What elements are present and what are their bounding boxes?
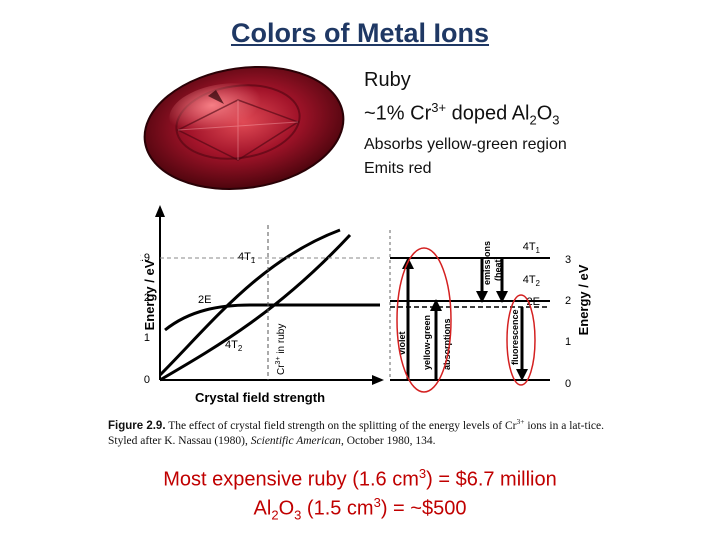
emissions-label: emissions <box>482 241 492 285</box>
cr-in-ruby-label: Cr3+ in ruby <box>275 324 287 375</box>
left-tick-1: 1 <box>144 332 150 344</box>
left-tick-0: 0 <box>144 374 150 386</box>
fluorescence-label: fluorescence <box>510 309 520 365</box>
right-tick-2: 2 <box>565 295 571 307</box>
yellow-green-label: yellow-green <box>422 315 432 370</box>
ruby-gem-image <box>143 65 345 191</box>
energy-level-figure: Energy / eV Energy / eV 0 1 2 2.9 4T1 2E… <box>140 205 591 405</box>
left-tick-3: 2.9 <box>140 252 150 264</box>
label-2e: 2E <box>198 294 211 306</box>
right-y-axis-label: Energy / eV <box>576 264 591 335</box>
violet-label: violet <box>397 331 407 355</box>
curve-2e <box>164 303 380 332</box>
left-tick-2: 2 <box>144 292 150 304</box>
curve-4t2 <box>159 233 352 382</box>
right-tick-3: 3 <box>565 254 571 266</box>
label-4t2: 4T2 <box>225 339 243 353</box>
absorptions-label: absorptions <box>442 318 452 370</box>
expensive-ruby-text: Most expensive ruby (1.6 cm3) = $6.7 mil… <box>163 466 557 491</box>
right-tick-0: 0 <box>565 378 571 390</box>
left-y-axis-label: Energy / eV <box>142 259 157 330</box>
absorbs-text: Absorbs yellow-green region <box>364 136 567 153</box>
label-4t1: 4T1 <box>238 251 256 265</box>
emits-text: Emits red <box>364 160 432 177</box>
figure-caption: Figure 2.9. The effect of crystal field … <box>108 417 604 447</box>
ruby-description: Ruby ~1% Cr3+ doped Al2O3 <box>364 66 560 135</box>
alumina-price-text: Al2O3 (1.5 cm3) = ~$500 <box>253 495 467 523</box>
x-axis-label: Crystal field strength <box>195 390 325 405</box>
heat-label: (heat) <box>493 256 503 281</box>
right-label-4t2: 4T2 <box>523 274 541 288</box>
ruby-name: Ruby <box>364 69 411 91</box>
curve-4t1 <box>158 228 341 377</box>
right-tick-1: 1 <box>565 336 571 348</box>
page-title: Colors of Metal Ions <box>230 18 490 48</box>
absorption-emission-text: Absorbs yellow-green region Emits red <box>364 133 567 181</box>
fluorescence-ellipse <box>506 294 536 386</box>
ruby-composition: ~1% Cr3+ doped Al2O3 <box>364 100 560 128</box>
right-label-4t1: 4T1 <box>523 241 541 255</box>
absorption-ellipse <box>396 247 452 393</box>
